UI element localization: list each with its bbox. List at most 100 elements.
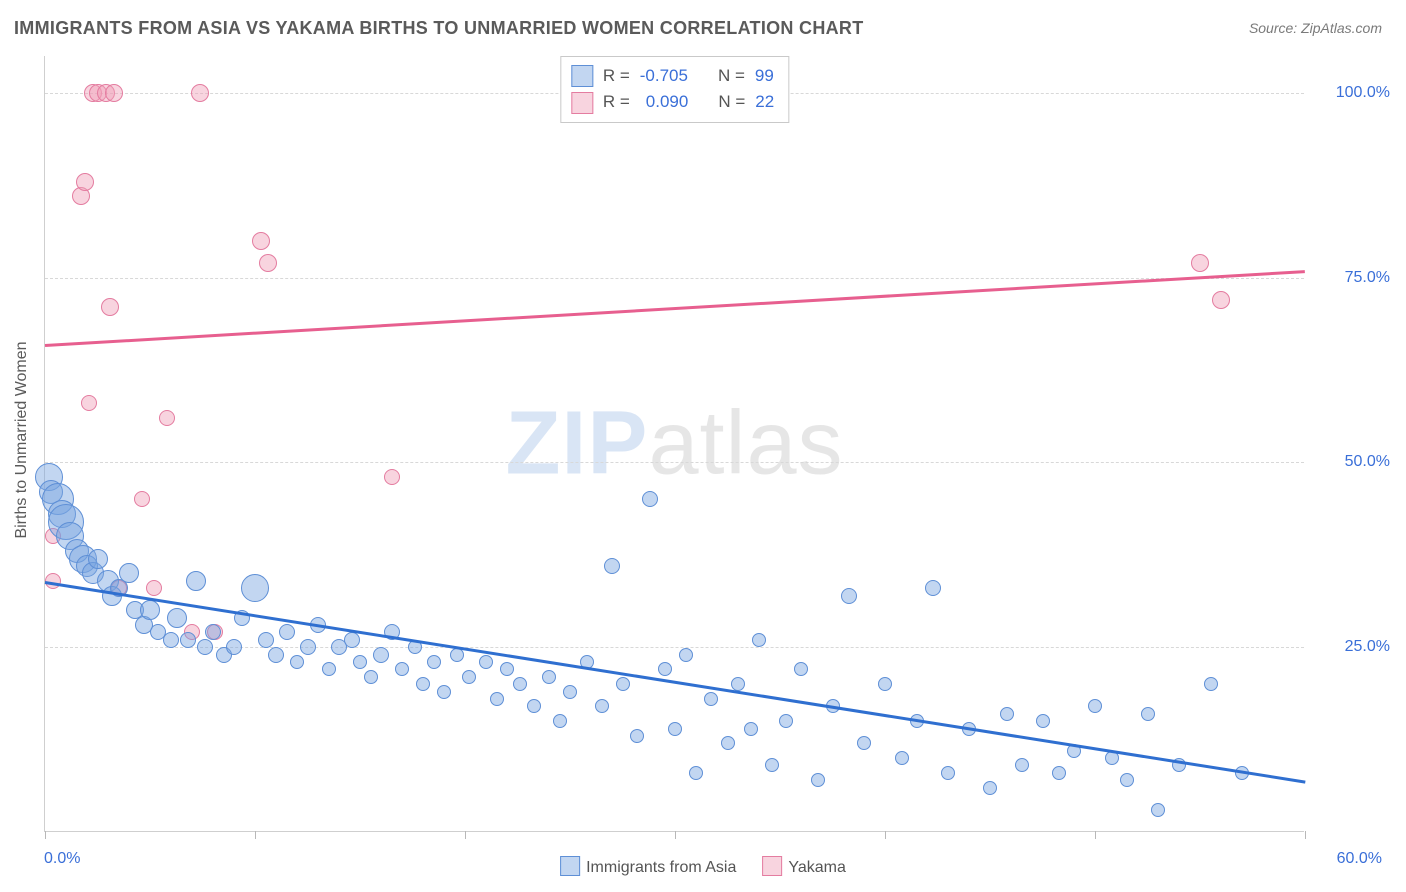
data-point-blue <box>364 670 378 684</box>
legend-row-blue: R = -0.705 N = 99 <box>571 63 774 89</box>
x-tick <box>885 831 886 839</box>
data-point-blue <box>290 655 304 669</box>
data-point-blue <box>704 692 718 706</box>
data-point-blue <box>1036 714 1050 728</box>
data-point-pink <box>105 84 123 102</box>
source-credit: Source: ZipAtlas.com <box>1249 20 1382 36</box>
data-point-blue <box>563 685 577 699</box>
legend-r-value-blue: -0.705 <box>640 63 688 89</box>
legend-swatch-blue <box>560 856 580 876</box>
data-point-blue <box>925 580 941 596</box>
data-point-blue <box>721 736 735 750</box>
legend-label-blue: Immigrants from Asia <box>586 859 736 876</box>
data-point-blue <box>1015 758 1029 772</box>
data-point-blue <box>241 574 269 602</box>
data-point-blue <box>878 677 892 691</box>
data-point-pink <box>76 173 94 191</box>
trend-line <box>45 270 1305 347</box>
data-point-blue <box>668 722 682 736</box>
data-point-blue <box>1052 766 1066 780</box>
data-point-pink <box>134 491 150 507</box>
legend-n-value-blue: 99 <box>755 63 774 89</box>
data-point-blue <box>1141 707 1155 721</box>
x-axis-label-min: 0.0% <box>44 850 80 868</box>
data-point-blue <box>752 633 766 647</box>
data-point-blue <box>258 632 274 648</box>
data-point-blue <box>500 662 514 676</box>
data-point-blue <box>322 662 336 676</box>
data-point-blue <box>679 648 693 662</box>
data-point-blue <box>616 677 630 691</box>
legend-label-pink: Yakama <box>788 859 846 876</box>
data-point-blue <box>437 685 451 699</box>
data-point-blue <box>794 662 808 676</box>
data-point-blue <box>1000 707 1014 721</box>
data-point-blue <box>353 655 367 669</box>
legend-n-value-pink: 22 <box>755 89 774 115</box>
data-point-blue <box>744 722 758 736</box>
legend-r-label: R = <box>603 89 630 115</box>
legend-r-label: R = <box>603 63 630 89</box>
data-point-blue <box>373 647 389 663</box>
data-point-blue <box>595 699 609 713</box>
chart-title: IMMIGRANTS FROM ASIA VS YAKAMA BIRTHS TO… <box>14 18 864 39</box>
data-point-blue <box>490 692 504 706</box>
x-tick <box>675 831 676 839</box>
data-point-blue <box>88 549 108 569</box>
data-point-pink <box>252 232 270 250</box>
data-point-blue <box>140 600 160 620</box>
data-point-pink <box>259 254 277 272</box>
data-point-blue <box>279 624 295 640</box>
data-point-blue <box>765 758 779 772</box>
legend-item-pink: Yakama <box>762 856 846 877</box>
data-point-blue <box>186 571 206 591</box>
legend-swatch-blue <box>571 65 593 87</box>
y-tick-label: 50.0% <box>1316 453 1390 471</box>
data-point-blue <box>553 714 567 728</box>
gridline <box>45 278 1304 279</box>
x-tick <box>465 831 466 839</box>
legend-swatch-pink <box>571 92 593 114</box>
data-point-blue <box>395 662 409 676</box>
legend-item-blue: Immigrants from Asia <box>560 856 736 877</box>
data-point-blue <box>462 670 476 684</box>
source-name: ZipAtlas.com <box>1301 20 1382 36</box>
data-point-blue <box>841 588 857 604</box>
legend-series-box: Immigrants from Asia Yakama <box>560 856 846 877</box>
data-point-pink <box>1191 254 1209 272</box>
data-point-blue <box>689 766 703 780</box>
y-tick-label: 25.0% <box>1316 638 1390 656</box>
chart-plot-area: ZIPatlas R = -0.705 N = 99 R = 0.090 N =… <box>44 56 1304 832</box>
data-point-blue <box>658 662 672 676</box>
x-tick <box>255 831 256 839</box>
data-point-blue <box>630 729 644 743</box>
watermark-zip: ZIP <box>505 393 648 493</box>
x-tick <box>45 831 46 839</box>
data-point-blue <box>479 655 493 669</box>
legend-correlation-box: R = -0.705 N = 99 R = 0.090 N = 22 <box>560 56 789 123</box>
data-point-blue <box>167 608 187 628</box>
data-point-blue <box>344 632 360 648</box>
y-tick-label: 100.0% <box>1316 84 1390 102</box>
data-point-blue <box>779 714 793 728</box>
data-point-blue <box>226 639 242 655</box>
data-point-blue <box>163 632 179 648</box>
data-point-blue <box>542 670 556 684</box>
y-axis-label: Births to Unmarried Women <box>13 341 31 538</box>
watermark: ZIPatlas <box>505 392 843 495</box>
data-point-blue <box>1088 699 1102 713</box>
x-axis-label-max: 60.0% <box>1337 850 1382 868</box>
legend-n-label: N = <box>718 63 745 89</box>
legend-swatch-pink <box>762 856 782 876</box>
data-point-pink <box>159 410 175 426</box>
data-point-blue <box>300 639 316 655</box>
x-tick <box>1305 831 1306 839</box>
source-label: Source: <box>1249 20 1297 36</box>
data-point-blue <box>427 655 441 669</box>
data-point-blue <box>857 736 871 750</box>
x-tick <box>1095 831 1096 839</box>
data-point-pink <box>191 84 209 102</box>
data-point-blue <box>895 751 909 765</box>
data-point-blue <box>1120 773 1134 787</box>
data-point-blue <box>941 766 955 780</box>
